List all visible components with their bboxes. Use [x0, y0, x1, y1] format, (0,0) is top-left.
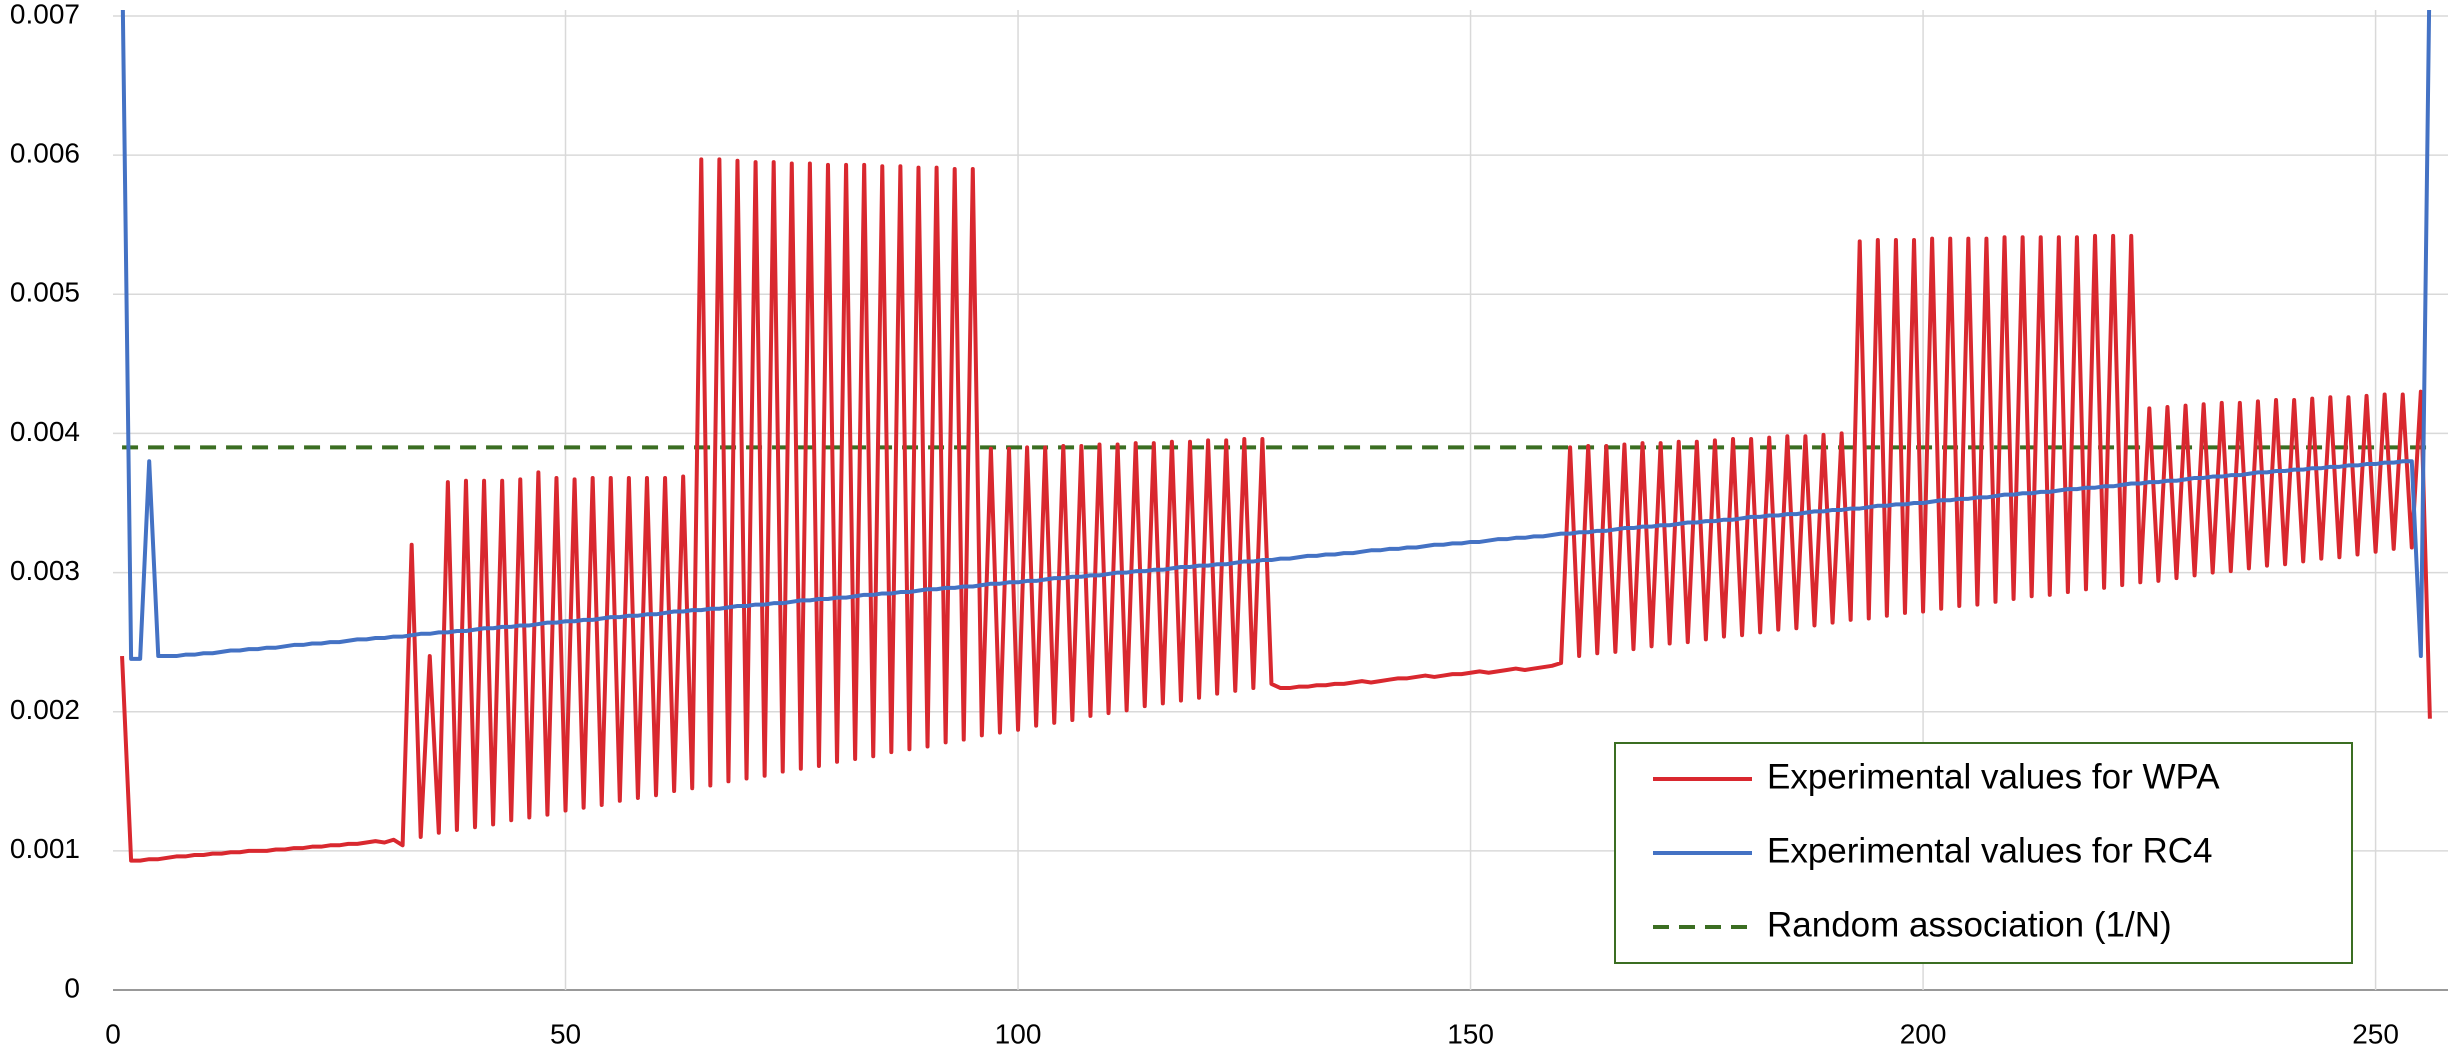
y-tick-label: 0.006 — [10, 138, 80, 169]
x-tick-label: 0 — [105, 1018, 121, 1049]
y-tick-label: 0 — [64, 972, 80, 1003]
legend-label: Random association (1/N) — [1767, 905, 2172, 944]
y-tick-label: 0.004 — [10, 416, 80, 447]
series-line — [120, 157, 2432, 863]
x-tick-label: 200 — [1900, 1018, 1947, 1049]
x-tick-label: 100 — [995, 1018, 1042, 1049]
legend: Experimental values for WPA Experimental … — [1614, 742, 2353, 964]
y-tick-label: 0.002 — [10, 694, 80, 725]
y-tick-label: 0.005 — [10, 277, 80, 308]
y-tick-label: 0.003 — [10, 555, 80, 586]
x-tick-label: 150 — [1447, 1018, 1494, 1049]
legend-label: Experimental values for RC4 — [1767, 831, 2212, 870]
x-tick-label: 250 — [2352, 1018, 2399, 1049]
x-tick-label: 50 — [550, 1018, 581, 1049]
y-tick-label: 0.001 — [10, 833, 80, 864]
y-tick-label: 0.007 — [10, 0, 80, 29]
series-line — [120, 10, 2432, 661]
plot-area — [120, 10, 2432, 863]
legend-label: Experimental values for WPA — [1767, 757, 2220, 796]
grid: 0 0.001 0.002 0.003 0.004 0.005 0.006 0.007 0 50 1… — [10, 0, 2448, 1049]
